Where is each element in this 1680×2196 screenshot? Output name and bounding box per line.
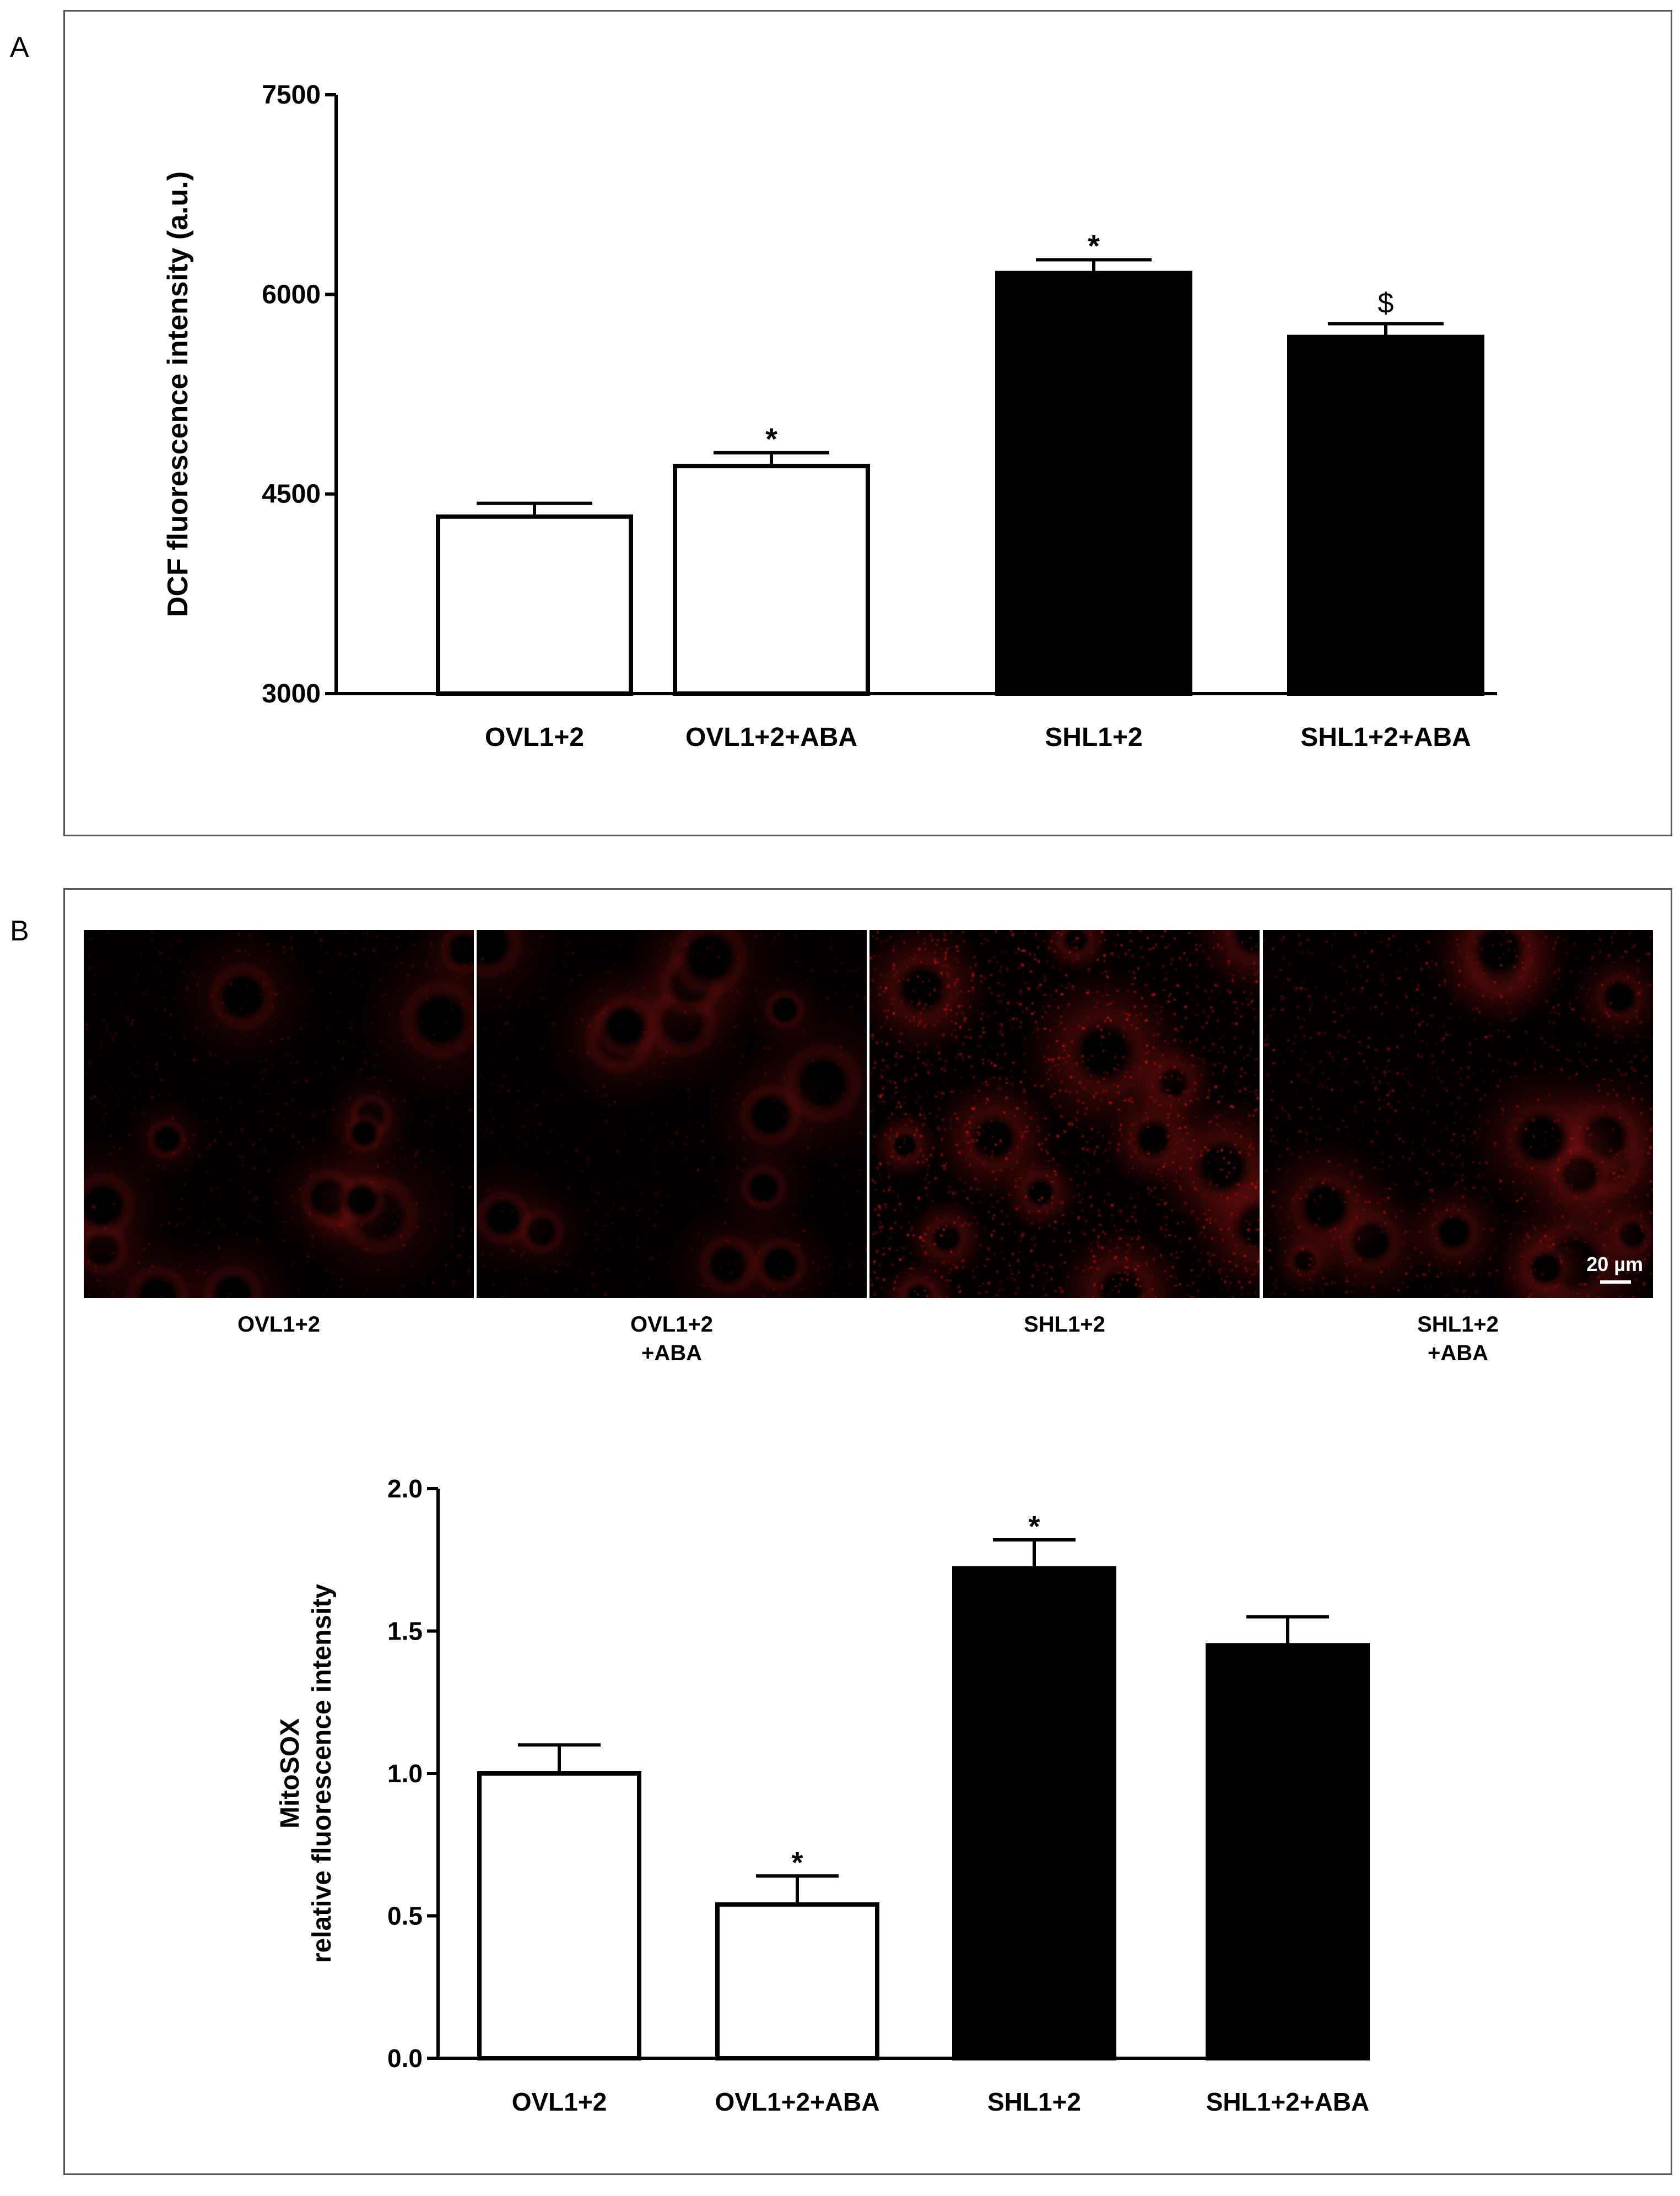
- panel-a-label: A: [10, 31, 29, 63]
- category-label: OVL1+2+ABA: [685, 723, 857, 752]
- bar: [673, 463, 870, 696]
- micrograph-shl-aba: 20 µm: [1263, 930, 1653, 1298]
- significance-marker: *: [791, 1846, 803, 1879]
- bar: [715, 1902, 879, 2060]
- y-tick-label: 0.5: [387, 1902, 423, 1930]
- y-axis-label: relative fluorescence intensity: [307, 1584, 337, 1964]
- micrograph-strip: 20 µm: [84, 930, 1653, 1298]
- significance-marker: *: [1028, 1510, 1040, 1543]
- category-label: SHL1+2+ABA: [1206, 2087, 1370, 2116]
- micrograph-image: [869, 930, 1260, 1298]
- panel-b-frame: [63, 888, 1672, 2175]
- micrograph-image: [1263, 930, 1653, 1298]
- bar: [995, 271, 1192, 696]
- micrograph-label-ovl: OVL1+2: [237, 1312, 321, 1337]
- bar: [952, 1566, 1116, 2060]
- y-tick-label: 1.5: [387, 1617, 423, 1646]
- significance-marker: *: [765, 421, 777, 456]
- bar: [1206, 1643, 1370, 2061]
- category-label: OVL1+2: [485, 723, 584, 752]
- micrograph-label-ovl-aba: OVL1+2 +ABA: [630, 1312, 714, 1365]
- y-tick-label: 6000: [262, 280, 321, 309]
- panel-b-label: B: [10, 915, 29, 947]
- micrograph-image: [84, 930, 474, 1298]
- mitosox-bar-chart: 0.0 0.5 1.0 1.5 2.0 MitoSOX relative fluoresce…: [276, 1474, 1370, 2116]
- y-tick-label: 3000: [262, 679, 321, 708]
- dcf-bar-chart: 3000 4500 6000 7500 DCF fluorescence intensi…: [162, 80, 1497, 752]
- y-tick-label: 4500: [262, 480, 321, 509]
- bar: [436, 514, 633, 696]
- bar: [477, 1771, 641, 2060]
- y-axis-label: DCF fluorescence intensity (a.u.): [162, 171, 194, 617]
- micrograph-image: [477, 930, 867, 1298]
- category-label: OVL1+2: [512, 2087, 607, 2116]
- micrograph-label-shl-aba: SHL1+2 +ABA: [1417, 1312, 1499, 1365]
- y-tick-label: 2.0: [387, 1474, 423, 1503]
- scale-bar: [1600, 1280, 1631, 1284]
- category-label: SHL1+2: [1045, 723, 1142, 752]
- y-tick-label: 1.0: [387, 1759, 423, 1788]
- y-axis-label: MitoSOX: [276, 1718, 305, 1829]
- micrograph-ovl-aba: [477, 930, 867, 1298]
- category-label: SHL1+2+ABA: [1300, 723, 1471, 752]
- category-label: SHL1+2: [987, 2087, 1081, 2116]
- significance-marker: $: [1378, 287, 1394, 319]
- micrograph-ovl: [84, 930, 474, 1298]
- micrograph-shl: [869, 930, 1260, 1298]
- y-tick-label: 7500: [262, 80, 321, 110]
- scale-bar-label: 20 µm: [1586, 1253, 1643, 1275]
- bar: [1287, 334, 1484, 696]
- category-label: OVL1+2+ABA: [715, 2087, 879, 2116]
- significance-marker: *: [1088, 229, 1100, 263]
- micrograph-label-shl: SHL1+2: [1024, 1312, 1105, 1337]
- y-tick-label: 0.0: [387, 2044, 423, 2073]
- panel-a-frame: [63, 10, 1672, 836]
